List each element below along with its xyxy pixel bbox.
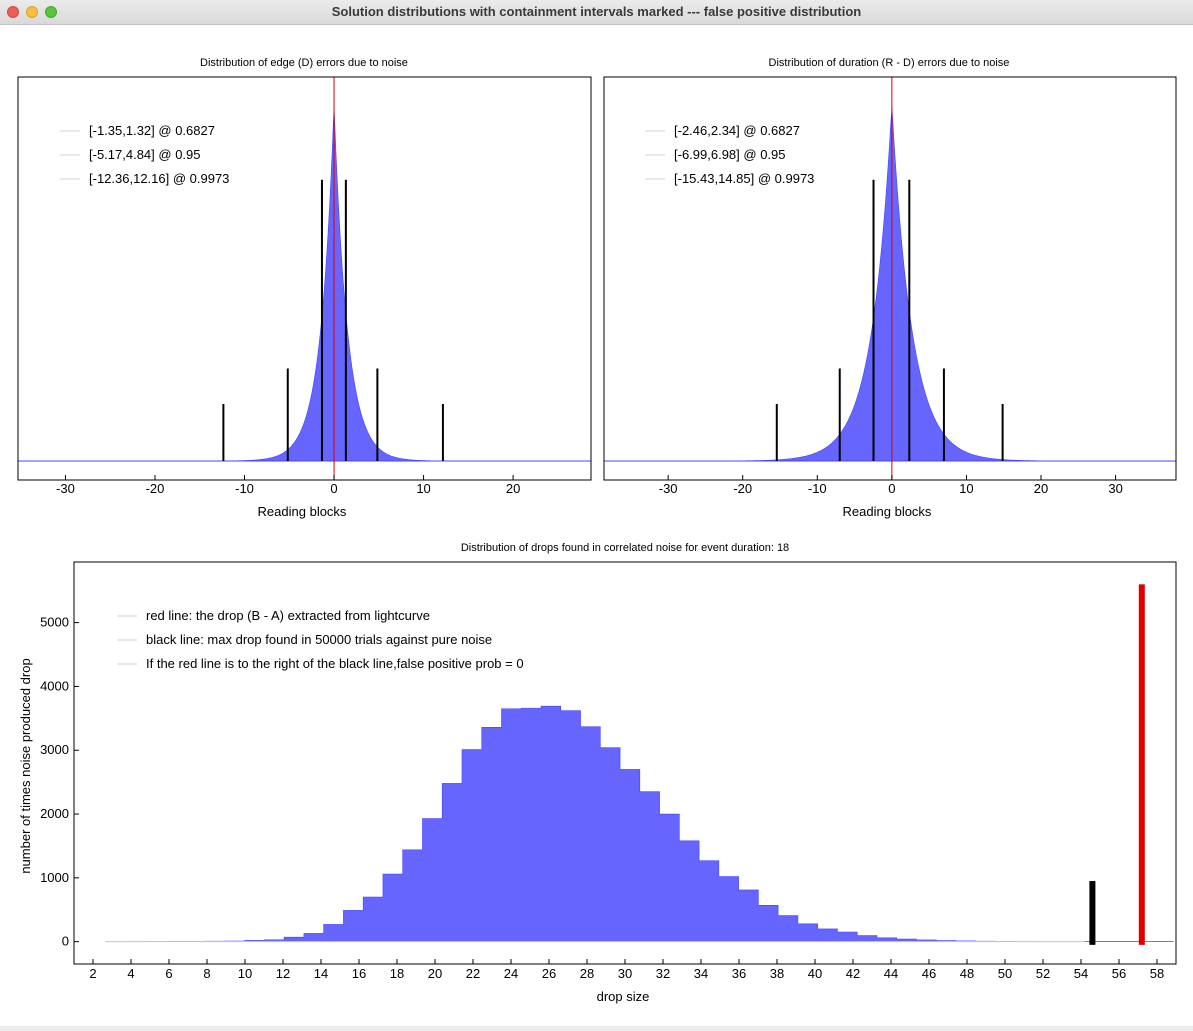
x-tick-label: 48 [960,966,974,981]
drop-histogram [106,705,1174,943]
duration-interval-lines [775,179,1004,461]
x-tick-label: 30 [618,966,632,981]
x-tick-label: 20 [506,481,520,496]
x-tick-label: 52 [1036,966,1050,981]
duration-histogram [604,107,1176,462]
y-tick-label: 0 [62,934,69,949]
observed-drop-line [1138,584,1145,945]
x-tick-label: 36 [732,966,746,981]
edge-interval-lines [222,179,444,461]
x-tick-label: -10 [235,481,254,496]
edge-x-axis: -30 -20 -10 0 10 20 [56,475,520,496]
y-tick-label: 3000 [40,742,69,757]
x-tick-label: 8 [203,966,210,981]
x-tick-label: 50 [998,966,1012,981]
drop-chart-title: Distribution of drops found in correlate… [461,542,789,554]
drop-legend-3: If the red line is to the right of the b… [146,656,524,671]
x-tick-label: 12 [276,966,290,981]
x-tick-label: 44 [884,966,898,981]
drop-y-label: number of times noise produced drop [18,658,33,873]
duration-x-label: Reading blocks [843,504,932,519]
drop-legend-2: black line: max drop found in 50000 tria… [146,632,492,647]
x-tick-label: 40 [808,966,822,981]
edge-legend-3: [-12.36,12.16] @ 0.9973 [89,171,229,186]
window-titlebar: Solution distributions with containment … [0,0,1193,25]
x-tick-label: 18 [390,966,404,981]
drop-distribution-chart: Distribution of drops found in correlate… [18,542,1177,1004]
x-tick-label: 54 [1074,966,1088,981]
x-tick-label: 38 [770,966,784,981]
drop-count-histogram [106,705,1174,942]
drop-legend-1: red line: the drop (B - A) extracted fro… [146,608,430,623]
x-tick-label: -20 [146,481,165,496]
y-tick-label: 4000 [40,678,69,693]
x-tick-label: 16 [352,966,366,981]
x-tick-label: 0 [330,481,337,496]
x-tick-label: 58 [1150,966,1164,981]
x-tick-label: 20 [1034,481,1048,496]
drop-legend: red line: the drop (B - A) extracted fro… [117,608,524,671]
x-tick-label: 0 [888,481,895,496]
edge-chart-title: Distribution of edge (D) errors due to n… [200,57,408,69]
x-tick-label: -30 [56,481,75,496]
x-tick-label: 22 [466,966,480,981]
edge-chart-frame [17,76,592,481]
drop-x-axis: 2 4 6 8 10 12 14 16 18 20 22 24 26 28 30 32 34 36 38 40 42 44… [89,959,1164,981]
edge-legend: [-1.35,1.32] @ 0.6827 [-5.17,4.84] @ 0.9… [60,123,229,186]
x-tick-label: 56 [1112,966,1126,981]
y-tick-label: 5000 [40,615,69,630]
edge-error-chart: Distribution of edge (D) errors due to n… [17,57,592,519]
edge-x-label: Reading blocks [258,504,347,519]
close-icon[interactable] [7,6,19,18]
x-tick-label: 42 [846,966,860,981]
x-tick-label: 46 [922,966,936,981]
max-noise-drop-line [1089,881,1096,945]
x-tick-label: 6 [165,966,172,981]
edge-histogram [18,106,591,462]
x-tick-label: 28 [580,966,594,981]
x-tick-label: 34 [694,966,708,981]
drop-y-axis: 0 1000 2000 3000 4000 5000 [40,615,79,949]
edge-legend-1: [-1.35,1.32] @ 0.6827 [89,123,215,138]
x-tick-label: 32 [656,966,670,981]
x-tick-label: -20 [733,481,752,496]
x-tick-label: 10 [238,966,252,981]
window-title: Solution distributions with containment … [331,4,862,19]
plot-area: Distribution of edge (D) errors due to n… [0,25,1193,1026]
duration-legend-3: [-15.43,14.85] @ 0.9973 [674,171,814,186]
duration-x-axis: -30 -20 -10 0 10 20 30 [659,475,1123,496]
edge-legend-2: [-5.17,4.84] @ 0.95 [89,147,201,162]
x-tick-label: 10 [416,481,430,496]
drop-x-label: drop size [597,989,650,1004]
x-tick-label: 2 [89,966,96,981]
x-tick-label: 24 [504,966,518,981]
y-tick-label: 1000 [40,870,69,885]
x-tick-label: -10 [808,481,827,496]
duration-legend-2: [-6.99,6.98] @ 0.95 [674,147,786,162]
minimize-icon[interactable] [26,6,38,18]
x-tick-label: -30 [659,481,678,496]
maximize-icon[interactable] [45,6,57,18]
x-tick-label: 14 [314,966,328,981]
y-tick-label: 2000 [40,806,69,821]
x-tick-label: 30 [1108,481,1122,496]
duration-legend: [-2.46,2.34] @ 0.6827 [-6.99,6.98] @ 0.9… [645,123,814,186]
duration-chart-title: Distribution of duration (R - D) errors … [769,57,1010,69]
duration-legend-1: [-2.46,2.34] @ 0.6827 [674,123,800,138]
duration-chart-frame [603,76,1177,481]
x-tick-label: 10 [959,481,973,496]
duration-error-chart: Distribution of duration (R - D) errors … [603,57,1177,519]
x-tick-label: 26 [542,966,556,981]
x-tick-label: 20 [428,966,442,981]
x-tick-label: 4 [127,966,134,981]
